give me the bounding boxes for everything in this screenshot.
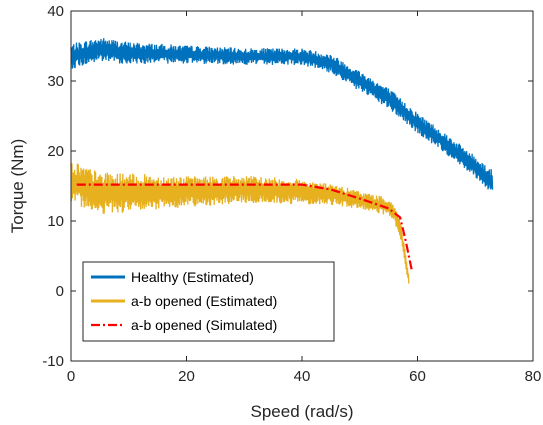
legend-entry-1: Healthy (Estimated) bbox=[91, 269, 254, 285]
legend-label: a-b opened (Simulated) bbox=[131, 317, 277, 333]
x-axis-label: Speed (rad/s) bbox=[251, 402, 354, 421]
legend-entries: Healthy (Estimated) a-b opened (Estimated… bbox=[91, 269, 277, 333]
legend-entry-3: a-b opened (Simulated) bbox=[91, 317, 277, 333]
series-layer bbox=[70, 38, 494, 284]
y-tick-label: -10 bbox=[42, 353, 64, 370]
y-tick-label: 40 bbox=[47, 3, 64, 20]
y-tick-label: 10 bbox=[47, 213, 64, 230]
series-2-line bbox=[70, 162, 410, 284]
y-tick-label: 0 bbox=[56, 283, 64, 300]
legend-label: Healthy (Estimated) bbox=[131, 269, 254, 285]
x-tick-label: 20 bbox=[178, 368, 195, 385]
series-2 bbox=[70, 162, 410, 284]
legend-label: a-b opened (Estimated) bbox=[131, 293, 277, 309]
x-tick-label: 60 bbox=[409, 368, 426, 385]
x-tick-label: 40 bbox=[294, 368, 311, 385]
series-3 bbox=[76, 183, 413, 271]
y-tick-label: 20 bbox=[47, 143, 64, 160]
x-tick-label: 0 bbox=[67, 368, 75, 385]
series-3-line bbox=[76, 183, 413, 271]
x-tick-label: 80 bbox=[525, 368, 542, 385]
y-tick-label: 30 bbox=[47, 73, 64, 90]
y-axis-label: Torque (Nm) bbox=[8, 139, 27, 233]
legend: Healthy (Estimated) a-b opened (Estimated… bbox=[82, 261, 335, 342]
series-1-line bbox=[70, 38, 494, 190]
series-1 bbox=[70, 38, 494, 190]
legend-entry-2: a-b opened (Estimated) bbox=[91, 293, 277, 309]
